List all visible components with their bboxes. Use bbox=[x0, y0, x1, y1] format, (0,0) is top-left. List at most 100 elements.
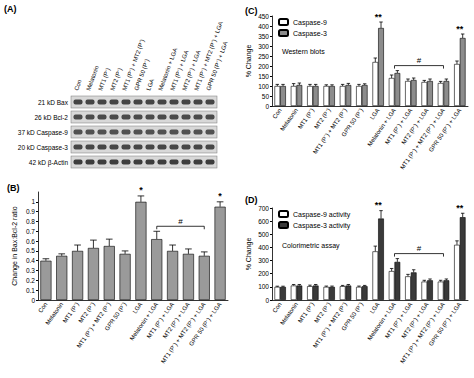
svg-text:MT1 (P⁻) + MT2 (P⁻): MT1 (P⁻) + MT2 (P⁻) bbox=[312, 107, 348, 156]
svg-text:GPR 50 (P⁻): GPR 50 (P⁻) bbox=[133, 58, 150, 91]
svg-text:0.8: 0.8 bbox=[26, 218, 35, 225]
svg-text:1: 1 bbox=[31, 198, 35, 205]
svg-text:Change in Bax:Bcl-2 ratio: Change in Bax:Bcl-2 ratio bbox=[11, 206, 19, 285]
svg-text:MT1 (P⁻) + MT2 (P⁻) + LGA: MT1 (P⁻) + MT2 (P⁻) + LGA bbox=[193, 21, 224, 92]
svg-text:Con: Con bbox=[271, 107, 282, 119]
svg-text:Caspase-3 activity: Caspase-3 activity bbox=[293, 222, 351, 230]
svg-text:Con: Con bbox=[37, 301, 48, 313]
svg-text:26 kD Bcl-2: 26 kD Bcl-2 bbox=[34, 114, 68, 121]
svg-text:LGA: LGA bbox=[145, 78, 155, 91]
svg-text:200: 200 bbox=[258, 63, 269, 70]
svg-text:**: ** bbox=[456, 203, 464, 213]
svg-text:GPR 50 (P⁻): GPR 50 (P⁻) bbox=[340, 301, 364, 331]
svg-text:MT1 (P⁻) + LGA: MT1 (P⁻) + LGA bbox=[384, 301, 414, 340]
svg-text:LGA: LGA bbox=[369, 301, 381, 314]
svg-text:*: * bbox=[218, 191, 222, 201]
svg-text:600: 600 bbox=[258, 218, 269, 225]
svg-text:MT2 (P⁻) + LGA: MT2 (P⁻) + LGA bbox=[400, 301, 430, 340]
svg-text:20 kD Caspase-3: 20 kD Caspase-3 bbox=[18, 144, 69, 152]
svg-text:400: 400 bbox=[258, 23, 269, 30]
svg-text:Con: Con bbox=[73, 79, 82, 91]
svg-text:MT1 (P⁻) + MT2 (P⁻): MT1 (P⁻) + MT2 (P⁻) bbox=[121, 38, 145, 91]
svg-text:*: * bbox=[139, 185, 143, 195]
svg-text:% Change: % Change bbox=[245, 45, 253, 78]
svg-text:Melatonin: Melatonin bbox=[85, 65, 100, 91]
svg-text:GPR 50 (P⁻) + LGA: GPR 50 (P⁻) + LGA bbox=[428, 301, 463, 347]
svg-text:250: 250 bbox=[258, 53, 269, 60]
svg-text:MT1 (P⁻) + MT2 (P⁻): MT1 (P⁻) + MT2 (P⁻) bbox=[75, 301, 112, 350]
svg-text:#: # bbox=[417, 244, 422, 253]
svg-text:Melatonin: Melatonin bbox=[279, 107, 299, 132]
svg-text:MT2 (P⁻) + LGA: MT2 (P⁻) + LGA bbox=[400, 107, 430, 146]
svg-text:Caspase-9 activity: Caspase-9 activity bbox=[293, 211, 351, 219]
svg-text:0.2: 0.2 bbox=[26, 277, 35, 284]
svg-text:0: 0 bbox=[31, 297, 35, 304]
svg-text:50: 50 bbox=[262, 93, 270, 100]
svg-text:0.3: 0.3 bbox=[26, 267, 35, 274]
svg-text:21 kD Bax: 21 kD Bax bbox=[38, 99, 69, 106]
svg-text:GPR 50 (P⁻): GPR 50 (P⁻) bbox=[104, 301, 128, 331]
svg-text:MT1 (P⁻) + LGA: MT1 (P⁻) + LGA bbox=[384, 107, 414, 146]
svg-text:(C): (C) bbox=[245, 6, 258, 16]
svg-text:300: 300 bbox=[258, 43, 269, 50]
svg-text:**: ** bbox=[456, 24, 464, 34]
svg-text:200: 200 bbox=[258, 270, 269, 277]
svg-text:500: 500 bbox=[258, 231, 269, 238]
svg-text:(B): (B) bbox=[7, 183, 20, 193]
svg-text:MT1 (P⁻): MT1 (P⁻) bbox=[97, 67, 111, 91]
svg-text:MT2 (P⁻) + LGA: MT2 (P⁻) + LGA bbox=[162, 301, 191, 339]
svg-text:MT1 (P⁻): MT1 (P⁻) bbox=[296, 301, 316, 325]
svg-text:0.5: 0.5 bbox=[26, 247, 35, 254]
svg-text:MT1 (P⁻) + MT2 (P⁻) + LGA: MT1 (P⁻) + MT2 (P⁻) + LGA bbox=[159, 301, 207, 365]
svg-text:(D): (D) bbox=[245, 195, 258, 205]
svg-text:Melatonin + LGA: Melatonin + LGA bbox=[366, 301, 397, 341]
svg-text:GPR 50 (P⁻) + LGA: GPR 50 (P⁻) + LGA bbox=[188, 301, 223, 347]
svg-text:MT1 (P⁻): MT1 (P⁻) bbox=[296, 107, 316, 131]
svg-text:0.9: 0.9 bbox=[26, 208, 35, 215]
svg-text:150: 150 bbox=[258, 73, 269, 80]
svg-text:GPR 50 (P⁻) + LGA: GPR 50 (P⁻) + LGA bbox=[205, 41, 228, 92]
svg-text:Melatonin: Melatonin bbox=[279, 301, 299, 326]
svg-text:42 kD β-Actin: 42 kD β-Actin bbox=[29, 159, 69, 167]
svg-text:Melatonin + LGA: Melatonin + LGA bbox=[366, 107, 397, 147]
svg-text:Western blots: Western blots bbox=[282, 48, 325, 55]
svg-text:Con: Con bbox=[271, 301, 282, 313]
svg-text:MT2 (P⁻) + LGA: MT2 (P⁻) + LGA bbox=[181, 49, 201, 91]
svg-text:0.7: 0.7 bbox=[26, 228, 35, 235]
svg-text:Melatonin + LGA: Melatonin + LGA bbox=[157, 47, 178, 91]
svg-text:MT1 (P⁻) + MT2 (P⁻) + LGA: MT1 (P⁻) + MT2 (P⁻) + LGA bbox=[399, 301, 446, 365]
svg-text:300: 300 bbox=[258, 257, 269, 264]
svg-text:0.1: 0.1 bbox=[26, 287, 35, 294]
svg-text:0: 0 bbox=[265, 103, 269, 110]
svg-text:GPR 50 (P⁻): GPR 50 (P⁻) bbox=[340, 107, 364, 137]
svg-text:(A): (A) bbox=[4, 4, 17, 14]
svg-text:400: 400 bbox=[258, 244, 269, 251]
svg-text:MT2 (P⁻): MT2 (P⁻) bbox=[109, 67, 123, 91]
svg-text:Colorimetric assay: Colorimetric assay bbox=[282, 242, 340, 250]
svg-text:37 kD Caspase-9: 37 kD Caspase-9 bbox=[18, 129, 69, 137]
svg-text:% Change: % Change bbox=[245, 238, 253, 271]
svg-text:Caspase-3: Caspase-3 bbox=[293, 30, 327, 38]
svg-text:MT1 (P⁻) + LGA: MT1 (P⁻) + LGA bbox=[169, 49, 189, 91]
svg-text:#: # bbox=[417, 56, 422, 65]
svg-text:350: 350 bbox=[258, 33, 269, 40]
svg-text:LGA: LGA bbox=[369, 107, 381, 120]
svg-text:Melatonin: Melatonin bbox=[44, 301, 64, 326]
svg-text:100: 100 bbox=[258, 283, 269, 290]
svg-text:Caspase-9: Caspase-9 bbox=[293, 19, 327, 27]
svg-text:**: ** bbox=[375, 200, 383, 210]
svg-text:LGA: LGA bbox=[132, 301, 144, 314]
svg-text:MT1 (P⁻) + MT2 (P⁻) + LGA: MT1 (P⁻) + MT2 (P⁻) + LGA bbox=[399, 107, 446, 171]
svg-text:MT1 (P⁻) + LGA: MT1 (P⁻) + LGA bbox=[146, 301, 175, 339]
svg-text:0.6: 0.6 bbox=[26, 238, 35, 245]
svg-text:700: 700 bbox=[258, 205, 269, 212]
svg-text:#: # bbox=[178, 217, 183, 226]
svg-text:450: 450 bbox=[258, 13, 269, 20]
svg-text:100: 100 bbox=[258, 83, 269, 90]
svg-text:0.4: 0.4 bbox=[26, 257, 35, 264]
svg-text:Melatonin + LGA: Melatonin + LGA bbox=[129, 301, 160, 341]
svg-text:0: 0 bbox=[265, 297, 269, 304]
svg-text:GPR 50 (P⁻) + LGA: GPR 50 (P⁻) + LGA bbox=[428, 107, 463, 153]
svg-text:**: ** bbox=[375, 12, 383, 22]
svg-text:MT1 (P⁻) + MT2 (P⁻): MT1 (P⁻) + MT2 (P⁻) bbox=[312, 301, 348, 350]
